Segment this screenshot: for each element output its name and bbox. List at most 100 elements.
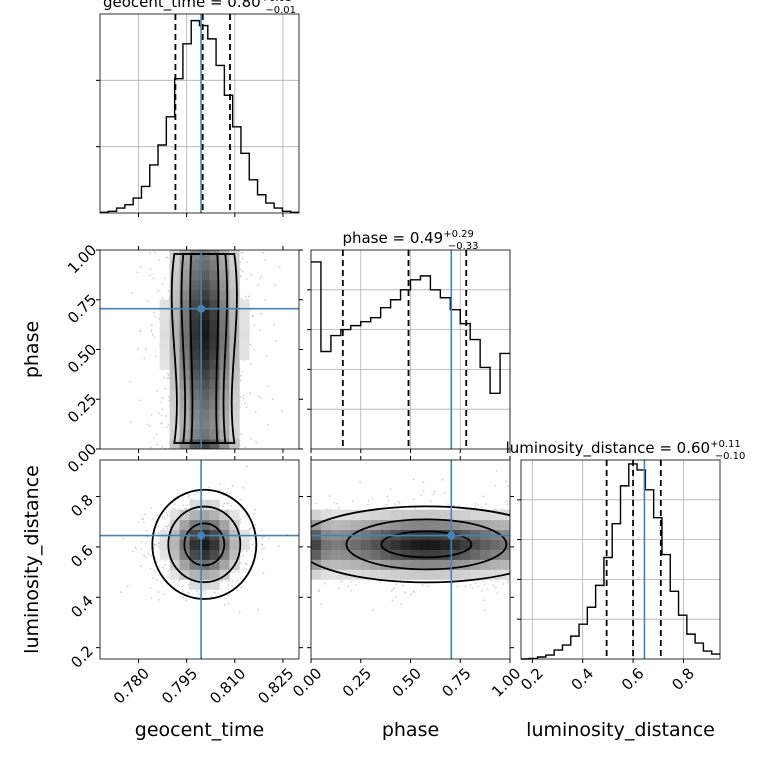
scatter-point [165,256,168,259]
contour-line [170,253,238,444]
scatter-point [323,582,326,585]
y-axis-label: luminosity_distance [21,465,43,654]
density-cell [169,389,180,400]
density-cell [229,269,240,281]
scatter-point [166,525,168,528]
scatter-point [150,331,152,333]
scatter-point [250,273,253,276]
density-cell [229,389,240,400]
density-cell [410,569,421,580]
scatter-point [496,592,499,595]
density-cell [460,509,471,521]
density-cell [229,399,240,410]
density-cell [460,549,471,560]
density-cell [400,559,411,570]
density-cell [199,399,210,410]
scatter-point [259,329,261,332]
density-cell [219,549,230,560]
scatter-point [162,593,165,596]
x-tick-label: 0.2 [517,664,547,694]
scatter-point [163,564,166,566]
scatter-point [182,590,185,592]
scatter-point [395,583,397,586]
density-cell [380,539,391,550]
density-cell [450,569,461,580]
density-cell [189,399,200,410]
density-cell [169,259,180,271]
density-cell [209,369,220,380]
density-cell [350,539,362,550]
density-cell [410,549,421,560]
scatter-point [241,270,244,273]
x-tick-label: 0.25 [339,664,375,700]
scatter-point [167,372,169,375]
density-cell [179,519,190,531]
y-tick-label: 1.00 [64,241,100,277]
density-cell [179,250,190,261]
density-cell [340,519,352,531]
scatter-point [156,544,159,546]
scatter-point [495,469,498,472]
scatter-point [231,485,234,487]
x-tick-label: 0.795 [158,664,201,707]
density-cell [400,519,411,531]
scatter-point [254,508,256,511]
scatter-point [494,484,497,487]
density-cell [199,569,210,580]
scatter-point [320,603,322,606]
scatter-point [151,518,154,520]
density-cell [209,539,220,550]
density-cell [189,250,200,261]
density-cell [380,509,391,521]
density-cell [500,559,510,570]
scatter-point [156,561,158,563]
density-cell [169,569,180,580]
density-cell [179,289,190,301]
density-cell [480,549,491,560]
scatter-point [226,502,229,504]
density-cell [370,509,382,521]
scatter-point [151,333,154,336]
scatter-point [139,330,142,332]
density-cell [239,339,250,350]
scatter-point [191,498,193,501]
scatter-point [260,544,263,547]
density-cell [219,289,230,301]
density-cell [311,549,322,560]
scatter-point [245,278,248,281]
scatter-point [482,495,485,498]
panel-frame [99,459,300,660]
density-cell [209,289,220,301]
scatter-point [188,494,191,497]
scatter-point [149,587,152,589]
density-cell [189,419,200,430]
scatter-point [433,490,436,493]
density-cell [169,369,180,380]
density-cell [169,309,180,321]
scatter-point [253,512,256,515]
scatter-point [156,291,159,293]
scatter-point [260,312,262,315]
scatter-point [182,504,185,507]
density-cell [320,539,332,550]
scatter-point [245,406,248,409]
scatter-point [352,500,354,502]
scatter-point [143,554,146,557]
scatter-point [131,550,134,552]
density-cell [440,569,451,580]
density-cell [199,549,210,560]
scatter-point [201,589,204,592]
scatter-point [167,424,170,426]
scatter-point [469,583,472,586]
density-cell [219,259,230,271]
scatter-point [207,491,210,493]
density-cell [189,279,200,291]
scatter-point [239,555,242,558]
x-axis-label: geocent_time [135,719,264,741]
scatter-point [157,591,160,594]
density-cell [209,309,220,321]
density-cell [350,549,362,560]
scatter-point [267,423,270,426]
density-cell [159,339,171,350]
